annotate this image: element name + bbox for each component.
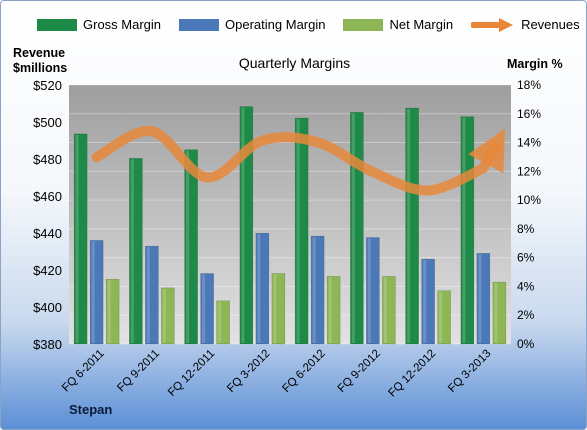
bar-net-margin bbox=[105, 279, 120, 345]
left-tick-label: $460 bbox=[33, 189, 62, 204]
right-tick-label: 14% bbox=[517, 136, 541, 150]
legend-item-revenues: Revenues bbox=[471, 17, 580, 32]
category-tick-label: FQ 9-2011 bbox=[115, 348, 162, 395]
left-tick-label: $400 bbox=[33, 300, 62, 315]
category-tick-label: FQ 3-2012 bbox=[225, 348, 272, 395]
bar-net-margin bbox=[271, 273, 286, 345]
category-tick-label: FQ 6-2011 bbox=[60, 348, 107, 395]
bar-operating-margin bbox=[145, 245, 159, 345]
bar-gross-margin bbox=[294, 117, 309, 345]
legend-item-operating-margin: Operating Margin bbox=[179, 17, 325, 32]
legend-label-operating-margin: Operating Margin bbox=[225, 17, 326, 32]
right-tick-label: 2% bbox=[517, 308, 535, 322]
bar-gross-margin bbox=[129, 158, 143, 345]
bar-highlight bbox=[218, 301, 222, 343]
bar-highlight bbox=[351, 113, 355, 343]
chart-title: Quarterly Margins bbox=[238, 55, 351, 71]
revenue-arrow-icon bbox=[471, 17, 514, 32]
left-tick-label: $440 bbox=[33, 226, 62, 241]
category-tick-label: FQ 9-2012 bbox=[336, 348, 383, 395]
left-tick-label: $520 bbox=[33, 78, 62, 93]
legend: Gross Margin Operating Margin Net Margin… bbox=[37, 17, 586, 32]
right-tick-label: 6% bbox=[517, 251, 535, 265]
category-tick-label: FQ 6-2012 bbox=[280, 348, 327, 395]
category-tick-label: FQ 3-2013 bbox=[446, 348, 493, 395]
bar-operating-margin bbox=[255, 232, 270, 345]
right-axis-label: Margin % bbox=[507, 57, 563, 71]
bar-highlight bbox=[162, 288, 166, 343]
legend-label-net-margin: Net Margin bbox=[389, 17, 454, 32]
right-tick-label: 16% bbox=[517, 107, 541, 121]
bar-gross-margin bbox=[73, 133, 88, 345]
category-tick-label: FQ 12-2011 bbox=[166, 348, 217, 399]
right-tick-label: 8% bbox=[517, 222, 535, 236]
bar-highlight bbox=[75, 134, 79, 343]
bar-operating-margin bbox=[421, 258, 435, 345]
gross-margin-swatch bbox=[37, 18, 77, 31]
legend-item-net-margin: Net Margin bbox=[343, 17, 453, 32]
bar-highlight bbox=[296, 119, 300, 343]
bar-highlight bbox=[312, 237, 316, 343]
legend-item-gross-margin: Gross Margin bbox=[37, 17, 161, 32]
bar-operating-margin bbox=[310, 235, 325, 345]
bar-net-margin bbox=[216, 300, 230, 345]
legend-label-revenues: Revenues bbox=[521, 17, 580, 32]
bar-net-margin bbox=[492, 281, 507, 345]
right-tick-label: 10% bbox=[517, 193, 541, 207]
bar-operating-margin bbox=[200, 273, 214, 345]
revenue-line bbox=[91, 126, 505, 196]
bar-highlight bbox=[257, 234, 261, 343]
bar-highlight bbox=[407, 109, 411, 344]
revenue-line-layer bbox=[91, 126, 505, 196]
bar-highlight bbox=[423, 260, 427, 343]
bar-highlight bbox=[273, 274, 277, 343]
left-tick-label: $500 bbox=[33, 115, 62, 130]
left-axis-label: Revenue $millions bbox=[13, 46, 67, 76]
bar-highlight bbox=[367, 238, 371, 343]
net-margin-swatch bbox=[343, 18, 384, 31]
bar-highlight bbox=[186, 150, 190, 343]
grid-lines bbox=[69, 84, 511, 345]
legend-label-gross-margin: Gross Margin bbox=[83, 17, 162, 32]
operating-margin-swatch bbox=[179, 18, 220, 31]
bar-highlight bbox=[91, 241, 95, 343]
bar-highlight bbox=[107, 280, 111, 343]
bar-gross-margin bbox=[239, 106, 254, 345]
bar-highlight bbox=[494, 283, 498, 343]
company-name: Stepan bbox=[69, 402, 113, 417]
bar-highlight bbox=[439, 291, 443, 343]
bar-highlight bbox=[462, 117, 466, 344]
left-tick-label: $420 bbox=[33, 263, 62, 278]
right-tick-label: 4% bbox=[517, 279, 535, 293]
right-tick-label: 12% bbox=[517, 164, 541, 178]
category-tick-label: FQ 12-2012 bbox=[386, 348, 438, 400]
bar-highlight bbox=[383, 277, 387, 343]
bar-operating-margin bbox=[89, 240, 104, 345]
left-tick-label: $480 bbox=[33, 152, 62, 167]
left-tick-label: $380 bbox=[33, 337, 62, 352]
bar-highlight bbox=[328, 277, 332, 343]
left-axis-label-line1: Revenue bbox=[13, 46, 66, 60]
bar-net-margin bbox=[382, 276, 396, 345]
bar-net-margin bbox=[437, 290, 451, 345]
bar-highlight bbox=[146, 247, 150, 343]
bar-net-margin bbox=[161, 287, 175, 345]
bar-highlight bbox=[202, 274, 206, 343]
right-tick-label: 18% bbox=[517, 78, 541, 92]
bar-highlight bbox=[130, 159, 134, 343]
bar-gross-margin bbox=[405, 107, 419, 345]
left-axis-label-line2: $millions bbox=[13, 61, 68, 75]
bar-net-margin bbox=[326, 276, 341, 345]
right-tick-label: 0% bbox=[517, 337, 535, 351]
bar-highlight bbox=[478, 254, 482, 343]
bar-operating-margin bbox=[476, 253, 491, 345]
bar-gross-margin bbox=[184, 149, 198, 345]
bar-operating-margin bbox=[366, 237, 380, 345]
bar-highlight bbox=[241, 107, 245, 343]
